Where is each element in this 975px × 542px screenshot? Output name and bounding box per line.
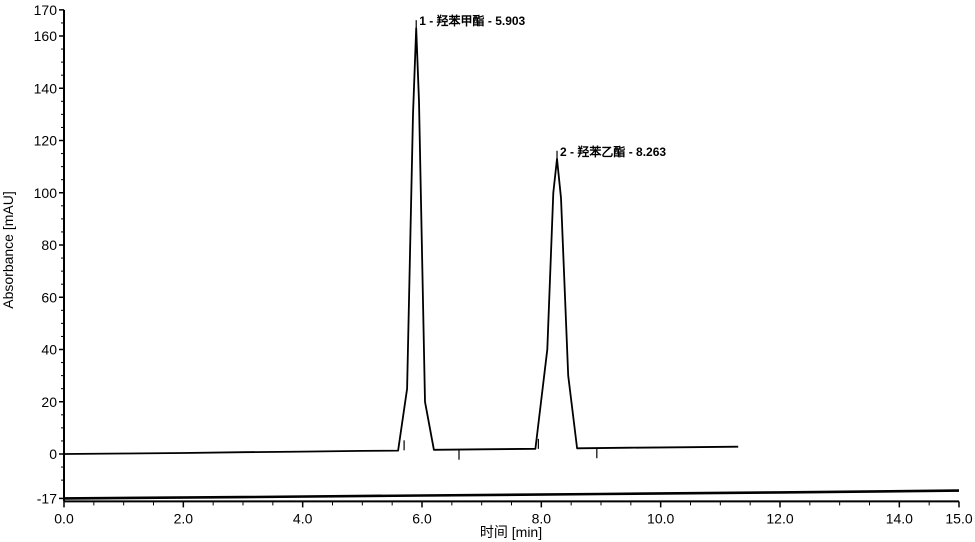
x-axis-label: 时间 [min] <box>480 524 542 540</box>
peak-label: 2 - 羟苯乙酯 - 8.263 <box>560 144 666 159</box>
x-tick-label: 2.0 <box>174 510 194 526</box>
chromatogram-trace <box>63 27 739 455</box>
traces <box>63 27 960 500</box>
x-tick-label: 10.0 <box>647 510 674 526</box>
x-tick-label: 12.0 <box>766 510 793 526</box>
y-tick-label: 20 <box>41 394 57 410</box>
x-tick-label: 14.0 <box>886 510 913 526</box>
peak-1: 1 - 羟苯甲酯 - 5.903 <box>403 13 526 460</box>
axes: 170 160 140 120 100 80 60 40 20 0 -17 0.0 2.0 4.0 6.0 8… <box>34 2 973 527</box>
y-tick-label: 60 <box>41 289 57 305</box>
y-tick-label: 100 <box>34 185 58 201</box>
x-tick-label: 0.0 <box>54 510 74 526</box>
y-tick-label: 40 <box>41 342 57 358</box>
x-tick-label: 8.0 <box>532 510 552 526</box>
y-tick-label: 120 <box>34 133 58 149</box>
peak-2: 2 - 羟苯乙酯 - 8.263 <box>537 144 666 459</box>
x-tick-label: 6.0 <box>412 510 432 526</box>
peak-annotations: 1 - 羟苯甲酯 - 5.903 2 - 羟苯乙酯 - 8.263 <box>403 13 666 460</box>
x-tick-label: 4.0 <box>293 510 313 526</box>
y-tick-label: 160 <box>34 28 58 44</box>
y-tick-label: 80 <box>41 237 57 253</box>
y-tick-label: 0 <box>49 446 57 462</box>
x-tick-label: 15.0 <box>945 510 972 526</box>
peak-label: 1 - 羟苯甲酯 - 5.903 <box>419 13 525 28</box>
reference-trace <box>63 489 960 500</box>
y-tick-label: 170 <box>34 2 58 18</box>
y-tick-label: -17 <box>37 490 57 506</box>
y-axis-label: Absorbance [mAU] <box>0 191 16 309</box>
y-tick-label: 140 <box>34 80 58 96</box>
